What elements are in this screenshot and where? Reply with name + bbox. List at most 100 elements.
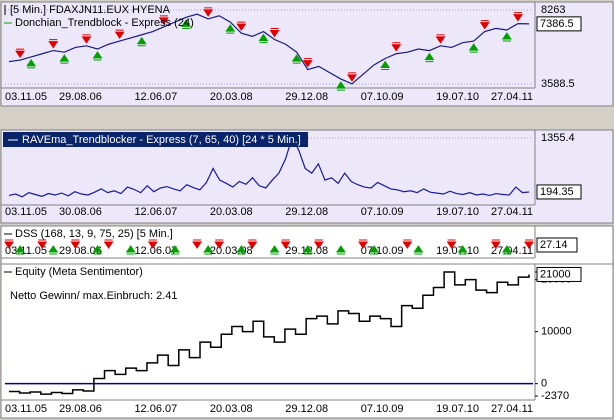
buy-signal (181, 19, 191, 29)
legend-text: RAVEma_Trendblocker - Express (7, 65, 40… (22, 134, 301, 146)
y-tick-label: 3588.5 (541, 78, 575, 90)
buy-signal (225, 24, 236, 34)
x-tick-label: 12.06.07 (134, 91, 177, 103)
buy-signal (501, 32, 512, 42)
x-tick-label: 03.11.05 (5, 245, 47, 257)
buy-signal (269, 245, 280, 255)
legend-header: [5 Min.] FDAXJN11.EUX HYENA (10, 4, 171, 16)
pane-background (0, 1, 614, 107)
sell-signal (81, 34, 92, 44)
buy-signal (236, 245, 247, 255)
y-tick-label: 0 (541, 378, 547, 390)
x-tick-label: 07.10.09 (361, 245, 404, 257)
x-tick-label: 03.11.05 (5, 91, 47, 103)
buy-signal (15, 245, 25, 255)
x-tick-label: 27.04.11 (491, 91, 533, 103)
buy-signal (203, 245, 214, 255)
x-tick-label: 19.07.10 (436, 206, 479, 218)
x-tick-label: 07.10.09 (361, 91, 404, 103)
x-tick-label: 19.07.10 (436, 91, 479, 103)
x-tick-label: 29.08.06 (59, 403, 102, 415)
x-tick-label: 12.06.07 (134, 403, 177, 415)
sell-signal (313, 239, 324, 249)
sell-signal (280, 239, 291, 249)
tick-label-bg (538, 325, 584, 338)
x-tick-label: 07.10.09 (361, 206, 404, 218)
sell-signal (114, 29, 125, 39)
x-tick-label: 20.03.08 (210, 91, 253, 103)
price-line (8, 136, 530, 198)
buy-signal (125, 245, 136, 255)
pane-background (0, 263, 614, 419)
sell-signal (269, 27, 280, 38)
buy-signal (92, 51, 103, 61)
sell-signal (192, 239, 203, 249)
buy-signal (501, 245, 512, 255)
buy-signal (424, 52, 435, 63)
buy-signal (413, 245, 424, 255)
sell-signal (203, 7, 214, 17)
last-value: 7386.5 (540, 18, 574, 30)
x-tick-label: 20.03.08 (210, 403, 253, 415)
y-tick-label: -2370 (541, 390, 569, 402)
x-tick-label: 29.12.08 (285, 403, 328, 415)
x-tick-label: 03.11.05 (5, 403, 47, 415)
sell-signal (391, 42, 402, 52)
sell-signal (446, 239, 457, 249)
last-value: 194.35 (540, 186, 574, 198)
sell-signal (147, 239, 158, 249)
last-value-box (536, 266, 582, 282)
sell-signal (236, 21, 247, 32)
x-tick-label: 20.03.08 (210, 206, 253, 218)
sell-signal (214, 239, 225, 249)
tick-label-bg (538, 377, 584, 390)
sell-signal (158, 15, 169, 25)
tick-label-bg (538, 132, 584, 144)
x-tick-label: 07.10.09 (361, 403, 404, 415)
x-tick-label: 29.12.08 (285, 206, 328, 218)
tick-label-bg (538, 78, 584, 90)
buy-signal (457, 245, 468, 255)
x-tick-label: 19.07.10 (436, 245, 479, 257)
annotation: Netto Gewinn/ max.Einbruch: 2.41 (10, 290, 178, 302)
sell-signal (479, 20, 490, 30)
legend-box (3, 132, 308, 147)
sell-signal (490, 239, 501, 249)
sell-signal (302, 58, 313, 68)
buy-signal (468, 43, 479, 53)
sell-signal (15, 48, 25, 58)
x-tick-label: 27.04.11 (491, 403, 533, 415)
last-value-box (536, 16, 582, 32)
tick-label-bg (538, 4, 584, 16)
buy-signal (26, 59, 37, 69)
buy-signal (59, 54, 70, 64)
x-tick-label: 12.06.07 (134, 245, 177, 257)
sell-signal (48, 39, 59, 49)
last-value-box (536, 184, 582, 200)
x-tick-label: 30.08.06 (59, 206, 102, 218)
x-tick-label: 29.08.06 (59, 245, 102, 257)
sell-signal (70, 239, 81, 249)
sell-signal (37, 239, 48, 249)
legend-text: Equity (Meta Sentimentor) (15, 266, 143, 278)
last-value-box (536, 237, 578, 253)
y-tick-label: 10000 (541, 326, 572, 338)
y-tick-label: 1355.4 (541, 132, 575, 144)
tick-label-bg (538, 390, 584, 402)
buy-signal (48, 245, 59, 255)
buy-signal (136, 36, 147, 47)
x-tick-label: 12.06.07 (134, 206, 177, 218)
buy-signal (380, 60, 391, 70)
price-line (8, 13, 530, 85)
buy-signal (92, 245, 103, 255)
sell-signal (247, 239, 258, 249)
buy-signal (291, 54, 302, 64)
x-tick-label: 03.11.05 (5, 206, 47, 218)
last-value: 21000 (540, 268, 571, 280)
last-value: 27.14 (540, 239, 568, 251)
buy-signal (302, 245, 313, 255)
y-tick-label: 8263 (541, 4, 565, 16)
sell-signal (513, 12, 523, 22)
sell-signal (402, 239, 413, 249)
